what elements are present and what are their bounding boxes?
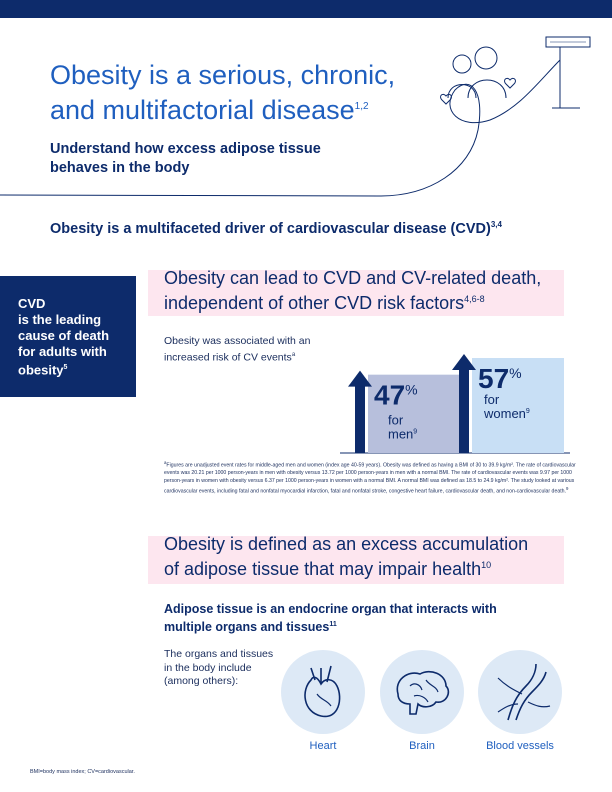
adipose-subheading: Adipose tissue is an endocrine organ tha… [164,602,497,635]
up-arrow-icon-men [348,370,372,387]
top-bar [0,0,612,18]
category-label-women: for women9 [483,392,530,421]
swoop-line [0,59,561,197]
organs-intro: The organs and tissues in the body inclu… [164,648,274,687]
organ-label-brain: Brain [409,740,435,752]
arrow-shaft-women [459,368,469,453]
cv-risk-chart: 47%for men9 57%for women9 [340,354,570,454]
cvd-callout-box: CVD is the leading cause of death for ad… [0,276,136,397]
heart-icon-2 [504,77,516,89]
person-head-icon [452,54,472,74]
decorative-line-art [0,36,591,197]
adipose-heading: Obesity is defined as an excess accumula… [164,534,529,579]
cv-death-heading: Obesity can lead to CVD and CV-related d… [164,268,542,313]
blood-vessels-icon [478,650,562,734]
scale-icon [545,36,591,48]
organ-label-heart: Heart [309,740,337,752]
heart-organ-icon [281,650,365,734]
category-label-men: for men9 [388,413,417,442]
up-arrow-icon-women [452,354,476,370]
bar-men [368,374,460,453]
association-text: Obesity was associated with an increased… [164,335,311,364]
arrow-shaft-men [355,384,365,453]
page-title: Obesity is a serious, chronic, and multi… [50,60,396,125]
footnote: aFigures are unadjusted event rates for … [164,460,576,495]
brain-icon [380,650,464,734]
bar-women [472,358,564,453]
section-heading-cvd: Obesity is a multifaceted driver of card… [50,220,502,237]
person-head-icon-2 [474,46,498,70]
pink-highlight-2 [148,536,564,584]
heart-icon [440,93,452,105]
page-subtitle: Understand how excess adipose tissue beh… [50,141,321,176]
abbreviations: BMI=body mass index; CV=cardiovascular. [30,769,135,775]
value-label-men: 47% [374,380,418,411]
pink-highlight-1 [148,270,564,316]
organ-label-blood-vessels: Blood vessels [486,740,554,752]
value-label-women: 57% [478,363,522,394]
